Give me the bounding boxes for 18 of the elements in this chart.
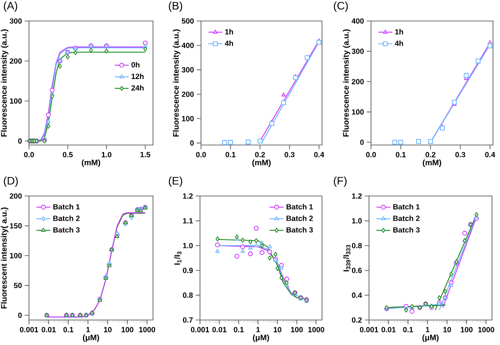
y-axis-title: Fluorescence intensity (a.u.) [342, 29, 350, 136]
x-axis-title: (μM) [252, 334, 270, 342]
chart-title: (B) [168, 2, 182, 12]
y-axis-title: Fluorescence intensity (a.u.) [0, 29, 8, 136]
chart-title: (D) [4, 176, 18, 187]
chart-title: (A) [4, 2, 18, 12]
y-axis-title: Fluorescence intensity (a.u.) [172, 29, 180, 136]
x-axis-title: (μM) [82, 334, 100, 342]
x-axis-title: (mM) [82, 159, 100, 167]
chart-title: (C) [334, 2, 348, 12]
x-axis-title: (mM) [422, 159, 442, 167]
chart-title: (F) [334, 176, 347, 187]
y-axis-title: Fluorescent intensity( a.u.) [0, 208, 8, 308]
x-axis-title: (μM) [422, 334, 439, 342]
chart-title: (E) [168, 176, 182, 187]
x-axis-title: (mM) [252, 159, 271, 167]
y-axis-title: I$_{339}$/I$_{333}$ [343, 244, 350, 272]
y-axis-title: I$_{1}$/I$_{3}$ [174, 252, 182, 265]
